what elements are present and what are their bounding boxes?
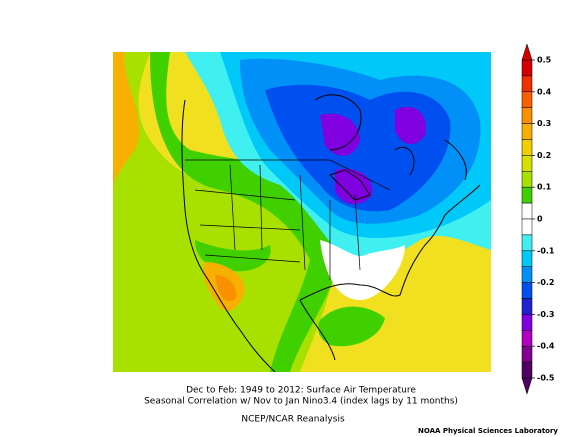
colorbar-arrow-bottom — [521, 377, 533, 395]
colorbar-tick-label: 0.5 — [537, 56, 552, 65]
colorbar-arrow-top — [521, 43, 533, 61]
colorbar-tick-label: 0.1 — [537, 183, 552, 192]
field-orange-west — [113, 52, 140, 190]
colorbar-tick-label: 0 — [537, 215, 543, 224]
colorbar-segment — [521, 218, 533, 236]
colorbar-tick-label: -0.1 — [537, 246, 555, 255]
colorbar-segment — [521, 266, 533, 283]
colorbar-segment — [521, 250, 533, 267]
colorbar-tick-label: -0.5 — [537, 374, 555, 383]
field-purple — [320, 106, 426, 205]
colorbar-segment — [521, 107, 533, 124]
colorbar-tick-label: -0.4 — [537, 342, 555, 351]
colorbar-segment — [521, 75, 533, 93]
colorbar-segment — [521, 361, 533, 379]
colorbar-tick-label: 0.4 — [537, 87, 552, 96]
colorbar-segment — [521, 139, 533, 156]
colorbar-segment — [521, 123, 533, 140]
state-borders — [185, 159, 391, 280]
source: NCEP/NCAR Reanalysis — [241, 415, 345, 425]
map — [113, 52, 491, 372]
colorbar-segment — [521, 345, 533, 363]
colorbar-segment — [521, 91, 533, 108]
field-deep-orange — [215, 275, 237, 302]
coastline — [181, 99, 481, 372]
colorbar-segment — [521, 59, 533, 77]
colorbar: 0.5 0.4 0.3 0.2 0.1 0 -0.1 -0.2 -0.3 -0.4 -0.5 — [521, 43, 555, 395]
colorbar-segment — [521, 298, 533, 315]
colorbar-segment — [521, 202, 533, 220]
colorbar-segment — [521, 234, 533, 252]
colorbar-segment — [521, 282, 533, 299]
field-green-gulf — [318, 306, 385, 347]
title-line: Seasonal Correlation w/ Nov to Jan Nino3… — [144, 397, 458, 407]
title-line: Dec to Feb: 1949 to 2012: Surface Air Te… — [186, 386, 416, 396]
field-yellow-green — [113, 52, 333, 372]
colorbar-segment — [521, 330, 533, 347]
credit: NOAA Physical Sciences Laboratory — [418, 427, 558, 435]
colorbar-segment — [521, 155, 533, 172]
field-white — [320, 240, 405, 300]
colorbar-segment — [521, 314, 533, 331]
colorbar-tick-label: 0.2 — [537, 151, 551, 160]
colorbar-tick-label: -0.3 — [537, 310, 555, 319]
colorbar-tick-label: 0.3 — [537, 119, 551, 128]
colorbar-segment — [521, 186, 533, 204]
colorbar-tick-label: -0.2 — [537, 278, 555, 287]
colorbar-segment — [521, 171, 533, 188]
coastline-lakes — [314, 94, 415, 201]
